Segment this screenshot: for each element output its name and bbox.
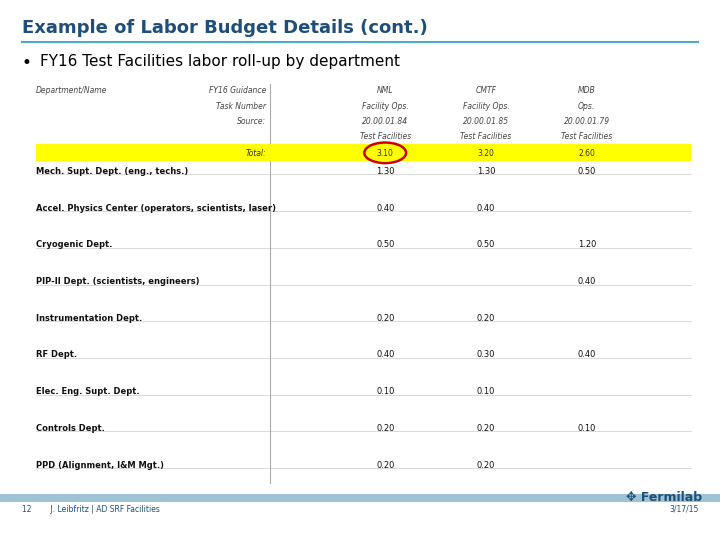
Text: 3/17/15: 3/17/15 (669, 505, 698, 514)
Text: Ops.: Ops. (578, 102, 595, 111)
Text: 0.40: 0.40 (477, 204, 495, 213)
Text: NML: NML (377, 86, 394, 96)
Text: Facility Ops.: Facility Ops. (362, 102, 408, 111)
Text: Test Facilities: Test Facilities (460, 132, 512, 141)
Text: 0.20: 0.20 (477, 461, 495, 470)
Text: Source:: Source: (238, 117, 266, 126)
Text: PPD (Alignment, I&M Mgt.): PPD (Alignment, I&M Mgt.) (36, 461, 164, 470)
Text: 0.20: 0.20 (376, 424, 395, 433)
Text: MDB: MDB (578, 86, 595, 96)
Text: Example of Labor Budget Details (cont.): Example of Labor Budget Details (cont.) (22, 19, 428, 37)
Text: RF Dept.: RF Dept. (36, 350, 77, 360)
Text: Test Facilities: Test Facilities (561, 132, 613, 141)
Text: 3.10: 3.10 (377, 148, 394, 158)
Text: 0.10: 0.10 (577, 424, 596, 433)
Text: 0.10: 0.10 (376, 387, 395, 396)
Text: Controls Dept.: Controls Dept. (36, 424, 105, 433)
Text: PIP-II Dept. (scientists, engineers): PIP-II Dept. (scientists, engineers) (36, 277, 199, 286)
FancyBboxPatch shape (0, 494, 720, 502)
Text: FY16 Guidance: FY16 Guidance (209, 86, 266, 96)
Text: Task Number: Task Number (217, 102, 266, 111)
Text: 0.50: 0.50 (577, 167, 596, 176)
Text: Cryogenic Dept.: Cryogenic Dept. (36, 240, 112, 249)
Text: 12        J. Leibfritz | AD SRF Facilities: 12 J. Leibfritz | AD SRF Facilities (22, 505, 159, 514)
Text: 20.00.01.79: 20.00.01.79 (564, 117, 610, 126)
Text: 20.00.01.85: 20.00.01.85 (463, 117, 509, 126)
Text: 3.20: 3.20 (477, 148, 495, 158)
Text: 0.20: 0.20 (376, 314, 395, 323)
Text: 1.20: 1.20 (577, 240, 596, 249)
Text: 0.20: 0.20 (477, 314, 495, 323)
Text: 1.30: 1.30 (477, 167, 495, 176)
Text: FY16 Test Facilities labor roll-up by department: FY16 Test Facilities labor roll-up by de… (40, 54, 400, 69)
Text: 2.60: 2.60 (578, 148, 595, 158)
Text: 0.10: 0.10 (477, 387, 495, 396)
Text: 0.40: 0.40 (376, 350, 395, 360)
Text: Elec. Eng. Supt. Dept.: Elec. Eng. Supt. Dept. (36, 387, 140, 396)
Text: 1.30: 1.30 (376, 167, 395, 176)
Text: Department/Name: Department/Name (36, 86, 107, 96)
Text: 0.40: 0.40 (376, 204, 395, 213)
FancyBboxPatch shape (36, 144, 691, 161)
Text: 0.50: 0.50 (477, 240, 495, 249)
Text: Accel. Physics Center (operators, scientists, laser): Accel. Physics Center (operators, scient… (36, 204, 276, 213)
Text: Facility Ops.: Facility Ops. (463, 102, 509, 111)
Text: Instrumentation Dept.: Instrumentation Dept. (36, 314, 143, 323)
Text: Test Facilities: Test Facilities (359, 132, 411, 141)
Text: 0.20: 0.20 (477, 424, 495, 433)
Text: •: • (22, 54, 32, 72)
Text: Total:: Total: (246, 148, 266, 158)
Text: Mech. Supt. Dept. (eng., techs.): Mech. Supt. Dept. (eng., techs.) (36, 167, 188, 176)
Text: ✥ Fermilab: ✥ Fermilab (626, 491, 702, 504)
Text: 0.50: 0.50 (376, 240, 395, 249)
Text: 0.40: 0.40 (577, 350, 596, 360)
Text: 20.00.01.84: 20.00.01.84 (362, 117, 408, 126)
Text: CMTF: CMTF (475, 86, 497, 96)
Text: 0.40: 0.40 (577, 277, 596, 286)
Text: 0.20: 0.20 (376, 461, 395, 470)
Text: 0.30: 0.30 (477, 350, 495, 360)
